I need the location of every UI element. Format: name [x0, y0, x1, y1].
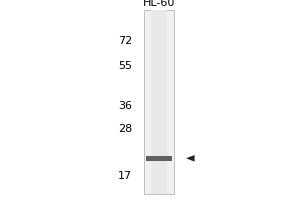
Polygon shape — [186, 155, 195, 162]
Bar — [144, 10, 174, 194]
Bar — [151, 10, 167, 194]
Text: 28: 28 — [118, 124, 132, 134]
Text: 72: 72 — [118, 36, 132, 46]
Bar — [146, 156, 172, 161]
Text: 17: 17 — [118, 171, 132, 181]
Text: 36: 36 — [118, 101, 132, 111]
Text: 55: 55 — [118, 61, 132, 71]
Text: HL-60: HL-60 — [143, 0, 175, 8]
